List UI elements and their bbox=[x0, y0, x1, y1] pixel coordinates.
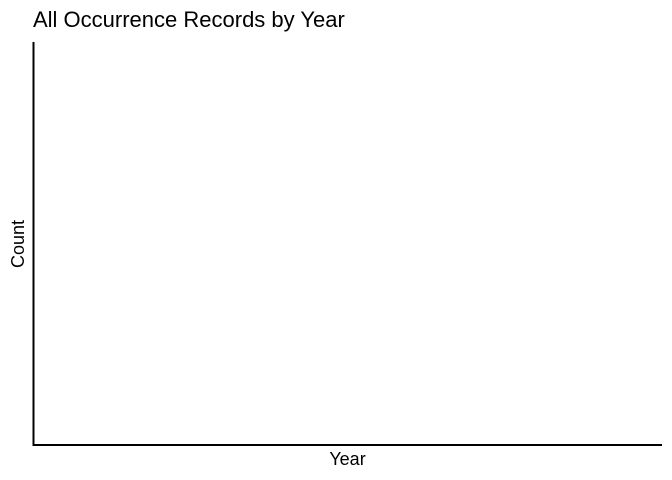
y-axis-label: Count bbox=[8, 219, 28, 269]
chart-title: All Occurrence Records by Year bbox=[33, 7, 345, 32]
x-axis-label: Year bbox=[329, 449, 366, 469]
